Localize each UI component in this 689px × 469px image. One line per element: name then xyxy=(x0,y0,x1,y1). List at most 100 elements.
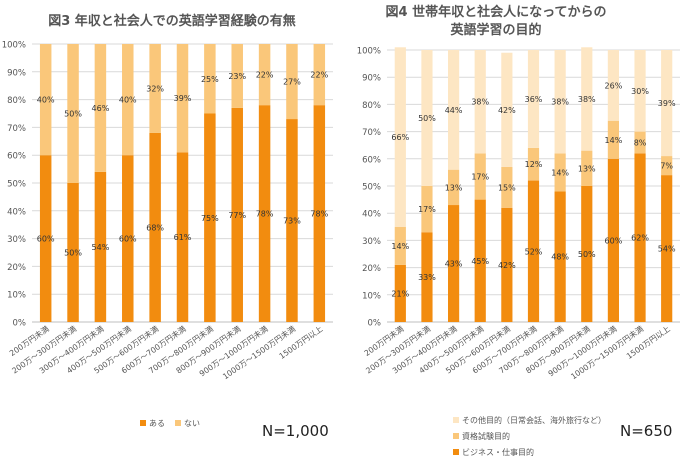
chart-1: 0% 10% 20% 30% 40% 50% 60% 70% 80% 90% 100% 60% 40% 2… xyxy=(2,41,333,428)
y-tick-label: 50% xyxy=(7,180,26,190)
data-label: 42% xyxy=(498,106,516,115)
bar-segment xyxy=(313,44,326,106)
chart-1-note: N=1,000 xyxy=(262,422,329,440)
bar-segment xyxy=(581,186,593,322)
bar-segment xyxy=(474,153,486,200)
legend-swatch xyxy=(453,449,459,455)
y-tick-label: 90% xyxy=(362,74,381,84)
bar-segment xyxy=(94,44,107,172)
bar-segment xyxy=(176,44,189,153)
data-label: 40% xyxy=(37,96,55,105)
data-label: 13% xyxy=(578,164,596,173)
legend-swatch xyxy=(175,420,181,426)
bar-segment xyxy=(67,183,79,322)
bar-segment xyxy=(501,207,513,322)
data-label: 22% xyxy=(256,71,274,80)
bar-segment xyxy=(474,199,486,322)
data-label: 26% xyxy=(605,81,623,90)
data-label: 39% xyxy=(658,99,676,108)
legend-swatch xyxy=(453,433,459,439)
bar-segment xyxy=(421,232,433,322)
y-tick-label: 60% xyxy=(7,152,26,162)
legend-label: ない xyxy=(184,419,200,428)
chart-2: 0% 10% 20% 30% 40% 50% 60% 70% 80% 90% 100% 21% 14% 6… xyxy=(357,47,680,457)
data-label: 27% xyxy=(283,78,301,87)
data-label: 33% xyxy=(418,273,436,282)
y-tick-label: 10% xyxy=(7,291,26,301)
data-label: 66% xyxy=(391,133,409,142)
bar-segment xyxy=(447,50,460,170)
bar-segment xyxy=(231,44,243,108)
y-tick-label: 20% xyxy=(7,263,26,273)
data-label: 42% xyxy=(498,261,516,270)
y-tick-label: 80% xyxy=(7,96,26,106)
bar-segment xyxy=(607,120,620,159)
data-label: 25% xyxy=(201,75,219,84)
bar-segment xyxy=(421,186,433,233)
bar-segment xyxy=(661,156,673,176)
y-tick-label: 60% xyxy=(362,155,381,165)
y-tick-label: 30% xyxy=(362,237,381,247)
data-label: 60% xyxy=(605,236,623,245)
chart-2-note: N=650 xyxy=(620,422,672,440)
bar-segment xyxy=(286,44,298,120)
bar-segment xyxy=(421,50,433,186)
bar-segment xyxy=(394,264,406,322)
data-label: 54% xyxy=(92,243,110,252)
bar-segment xyxy=(122,155,134,322)
data-label: 68% xyxy=(146,223,164,232)
y-tick-label: 10% xyxy=(362,291,381,301)
bar-segment xyxy=(447,169,460,206)
y-tick-label: 100% xyxy=(2,41,26,51)
bar-segment xyxy=(554,153,566,192)
bar-segment xyxy=(39,155,52,322)
legend-swatch xyxy=(140,420,146,426)
data-label: 14% xyxy=(605,136,623,145)
bar-segment xyxy=(501,166,513,208)
legend-label: ビジネス・仕事目的 xyxy=(462,447,534,457)
chart-2-title-line1: 図4 世帯年収と社会人になってからの xyxy=(386,4,607,20)
data-label: 54% xyxy=(658,245,676,254)
bar-segment xyxy=(94,171,107,322)
chart-1-title: 図3 年収と社会人での英語学習経験の有無 xyxy=(48,13,296,29)
bar-segment xyxy=(313,105,326,322)
bar-segment xyxy=(554,50,566,154)
data-label: 50% xyxy=(64,110,82,119)
y-tick-label: 100% xyxy=(357,47,381,57)
data-label: 38% xyxy=(578,95,596,104)
bar-segment xyxy=(607,158,620,322)
legend-label: その他目的（日常会話、海外旅行など） xyxy=(462,415,606,425)
data-label: 45% xyxy=(471,257,489,266)
bar-segment xyxy=(661,50,673,157)
data-label: 12% xyxy=(525,160,543,169)
bar-segment xyxy=(527,50,540,148)
data-label: 73% xyxy=(283,217,301,226)
bar-segment xyxy=(634,50,646,132)
data-label: 78% xyxy=(256,210,274,219)
data-label: 60% xyxy=(37,235,55,244)
data-label: 30% xyxy=(631,87,649,96)
data-label: 39% xyxy=(174,94,192,103)
data-label: 14% xyxy=(551,168,569,177)
data-label: 61% xyxy=(174,233,192,242)
data-label: 75% xyxy=(201,214,219,223)
bar-segment xyxy=(394,47,406,227)
y-tick-label: 30% xyxy=(7,235,26,245)
bar-segment xyxy=(581,47,593,151)
y-tick-label: 0% xyxy=(13,319,27,329)
data-label: 14% xyxy=(391,242,409,251)
legend-swatch xyxy=(453,417,459,423)
y-tick-label: 40% xyxy=(362,210,381,220)
y-tick-label: 70% xyxy=(362,128,381,138)
y-tick-label: 40% xyxy=(7,207,26,217)
data-label: 17% xyxy=(471,172,489,181)
data-label: 7% xyxy=(660,162,673,171)
bar-segment xyxy=(634,153,646,322)
data-label: 50% xyxy=(64,249,82,258)
bar-segment xyxy=(258,105,271,322)
data-label: 78% xyxy=(310,210,328,219)
data-label: 32% xyxy=(146,84,164,93)
data-label: 60% xyxy=(119,235,137,244)
y-tick-label: 20% xyxy=(362,264,381,274)
bar-segment xyxy=(204,44,216,114)
